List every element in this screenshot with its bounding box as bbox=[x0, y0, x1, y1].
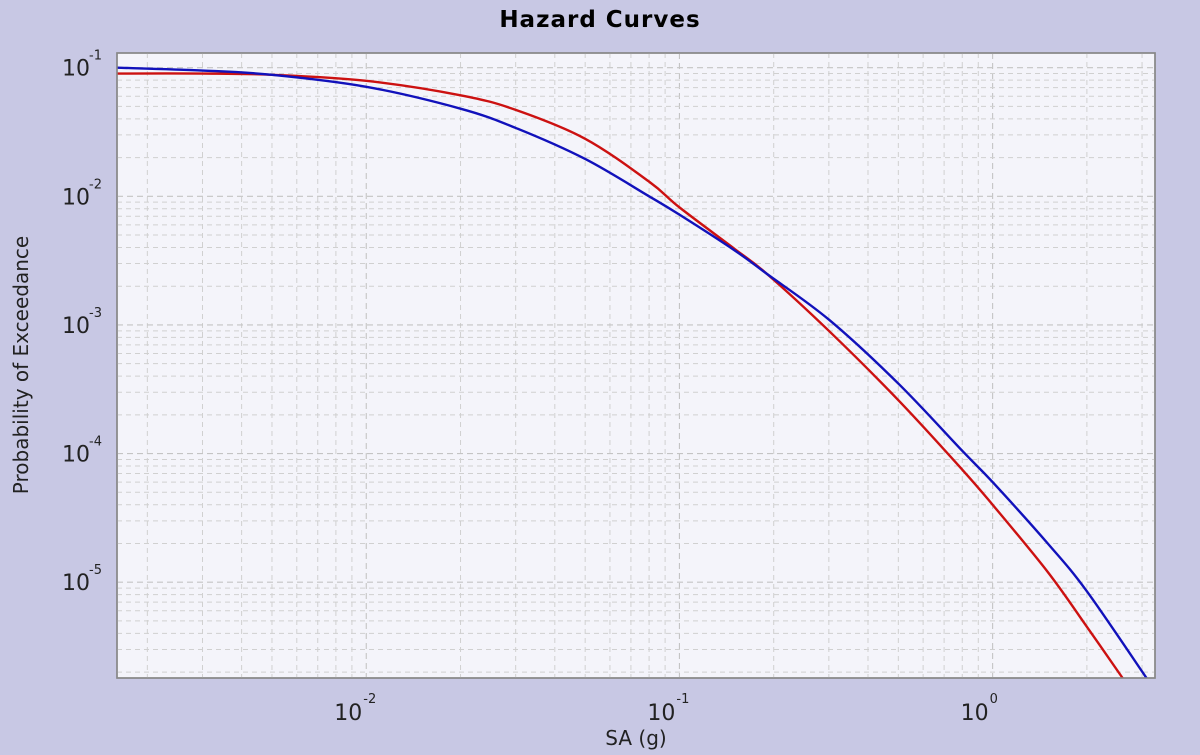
y-axis-label: Probability of Exceedance bbox=[9, 236, 33, 494]
y-tick-label-exponent: -2 bbox=[89, 177, 102, 192]
series-line-1 bbox=[116, 72, 1124, 679]
y-tick-label-exponent: -4 bbox=[89, 435, 102, 450]
y-tick-label-exponent: -5 bbox=[89, 563, 102, 578]
y-tick-label-base: 10 bbox=[62, 314, 90, 339]
y-tick-label-base: 10 bbox=[62, 185, 90, 210]
x-tick-label-exponent: 0 bbox=[990, 692, 998, 707]
x-tick-label-base: 10 bbox=[334, 701, 362, 726]
y-tick-label-base: 10 bbox=[62, 571, 90, 596]
y-tick-label-exponent: -1 bbox=[89, 49, 102, 64]
chart-title: Hazard Curves bbox=[499, 7, 700, 33]
plot-area bbox=[116, 52, 1156, 679]
x-tick-label-exponent: -1 bbox=[676, 692, 689, 707]
x-tick-label-exponent: -2 bbox=[363, 692, 376, 707]
plot-border bbox=[116, 52, 1156, 679]
grid bbox=[117, 53, 1155, 678]
y-tick-label-exponent: -3 bbox=[89, 306, 102, 321]
series-line-2 bbox=[116, 66, 1148, 679]
x-tick-label-base: 10 bbox=[647, 701, 675, 726]
x-axis-label: SA (g) bbox=[605, 726, 666, 750]
y-tick-label-base: 10 bbox=[62, 443, 90, 468]
x-tick-label-base: 10 bbox=[961, 701, 989, 726]
y-tick-label-base: 10 bbox=[62, 57, 90, 82]
series-layer bbox=[116, 66, 1148, 679]
